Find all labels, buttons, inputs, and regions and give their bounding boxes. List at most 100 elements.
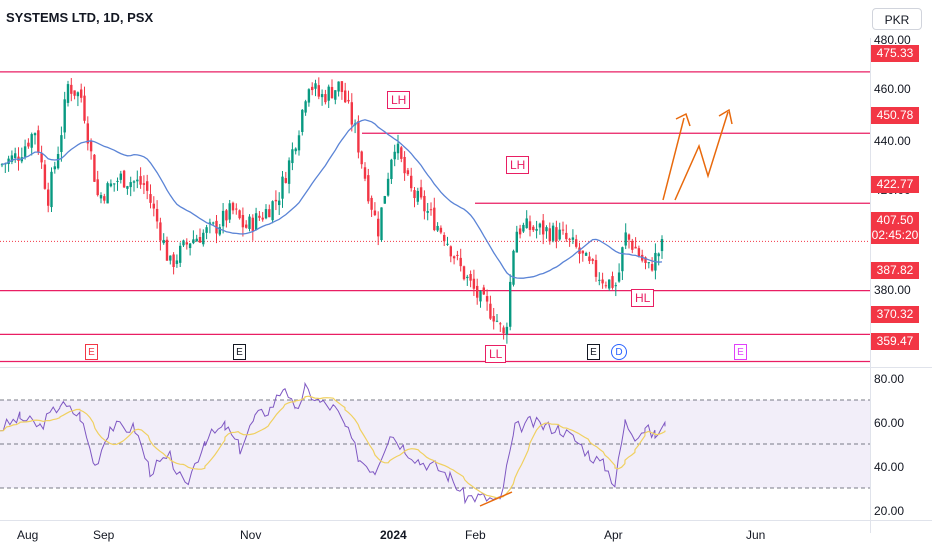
candle-body [73,90,76,96]
rsi-divergence-line [479,491,513,507]
earnings-event-marker[interactable]: E [85,344,98,360]
candle-body [479,291,482,302]
candle-body [169,255,172,261]
candle-body [347,99,350,102]
rsi-signal-line [0,395,666,499]
candle-body [37,130,40,153]
pivot-label-hl[interactable]: HL [631,289,655,307]
candle-body [624,232,627,246]
candle-body [456,254,459,256]
candle-body [261,217,264,220]
level-badge: 475.33 [871,45,919,62]
dividend-event-marker[interactable]: D [611,344,627,360]
candle-body [188,243,192,249]
bar-countdown: 02:45:20 [871,228,919,242]
candle-body [627,234,631,240]
candle-body [136,179,139,182]
candle-body [70,84,73,94]
candle-body [525,218,528,229]
earnings-event-marker[interactable]: E [734,344,747,360]
candle-body [644,257,647,263]
candle-body [228,203,231,220]
candle-body [208,222,212,224]
candle-body [518,228,522,235]
symbol-title[interactable]: SYSTEMS LTD, 1D, PSX [6,10,154,25]
candle-body [423,195,426,212]
time-tick: 2024 [380,528,407,542]
candle-body [0,164,4,166]
candle-body [558,229,561,240]
pane-divider[interactable] [0,367,932,368]
candle-body [185,242,188,245]
candle-body [571,237,575,240]
candle-body [485,296,489,302]
candle-body [113,183,116,185]
candle-body [373,210,377,216]
candle-body [515,231,518,253]
earnings-event-marker[interactable]: E [587,344,600,360]
candle-body [179,245,182,263]
candle-body [357,121,360,153]
time-tick: Aug [17,528,39,542]
candle-body [142,183,146,185]
level-badge: 450.78 [871,107,919,124]
candle-body [542,220,545,235]
candle-body [231,202,235,211]
candle-body [175,260,179,264]
earnings-event-marker[interactable]: E [233,344,246,360]
candle-body [449,246,452,257]
candle-body [241,215,245,228]
candle-body [278,200,281,206]
moving-average-line [1,119,663,279]
candle-body [581,250,584,254]
candle-body [370,197,373,210]
pivot-label-lh[interactable]: LH [506,156,530,174]
pivot-label-lh[interactable]: LH [387,91,411,109]
candle-body [419,187,423,198]
candle-body [126,186,129,189]
candle-body [360,151,363,165]
candle-body [7,158,10,165]
candle-body [33,133,37,136]
pivot-label-ll[interactable]: LL [485,345,507,363]
candle-body [380,207,383,241]
rsi-line [0,381,666,505]
candle-body [162,239,165,244]
candle-body [631,240,634,250]
candle-body [96,179,99,196]
rsi-tick: 40.00 [874,460,905,474]
candle-body [83,95,86,121]
candle-body [532,226,535,231]
level-badge: 359.47 [871,333,919,350]
candle-body [225,210,228,221]
currency-button[interactable]: PKR [872,8,922,30]
candle-body [311,86,314,91]
projection-path-2 [674,111,729,201]
candle-body [601,279,604,284]
candle-body [198,237,202,243]
rsi-tick: 60.00 [874,416,905,430]
candle-body [281,176,284,199]
candle-body [433,207,436,231]
candle-body [561,229,565,231]
candle-body [119,173,122,180]
candle-body [258,215,261,218]
candle-body [340,81,344,93]
candle-body [60,135,63,152]
candle-body [367,175,370,202]
time-tick: Sep [93,528,115,542]
candle-body [505,326,509,335]
price-tick: 460.00 [874,82,911,96]
time-tick: Nov [240,528,262,542]
candle-body [443,234,446,242]
candle-body [621,247,624,272]
candle-body [47,189,50,206]
candle-body [218,227,221,235]
candle-body [27,142,30,147]
candle-body [403,156,406,174]
candle-body [146,181,149,191]
candle-body [235,208,238,210]
price-tick: 480.00 [874,33,911,47]
candle-body [334,90,337,100]
